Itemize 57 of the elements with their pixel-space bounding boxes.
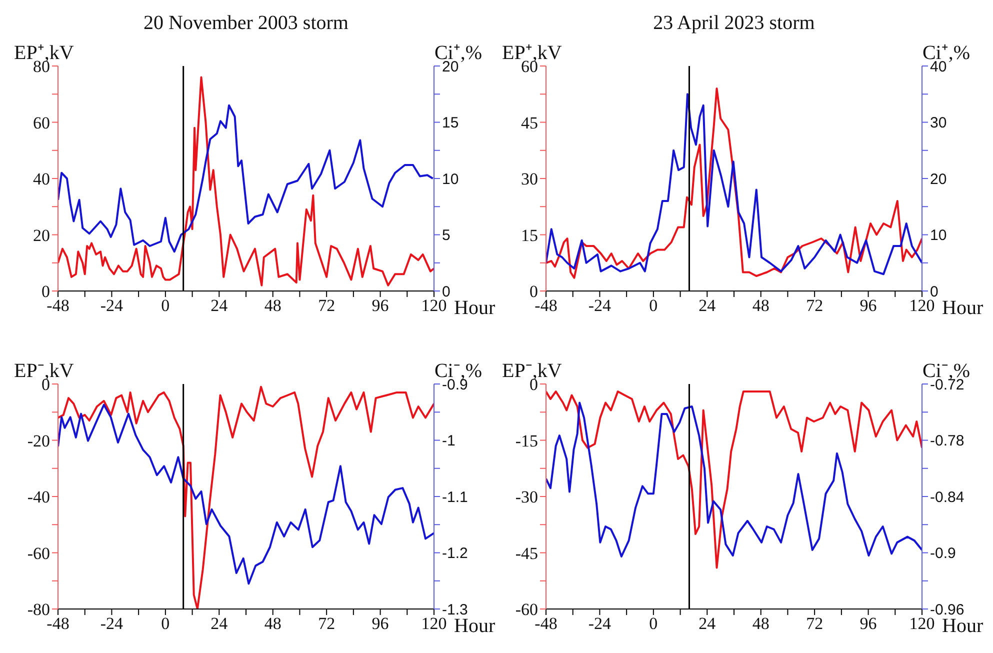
- x-tick-label: 24: [698, 296, 716, 316]
- x-tick-label: 48: [264, 296, 282, 316]
- y-tick-label: -60: [27, 544, 50, 563]
- x-tick-label: 0: [649, 614, 658, 634]
- y-tick-label: -15: [515, 431, 538, 450]
- x-tick-label: 24: [210, 296, 228, 316]
- y-tick-label: 30: [521, 170, 538, 189]
- x-tick-label: 96: [860, 296, 877, 316]
- y-tick-label: 60: [33, 113, 50, 132]
- y-tick-label: -45: [515, 544, 538, 563]
- y2-tick-label: -0.9: [930, 545, 956, 562]
- chart-title: 20 November 2003 storm: [142, 12, 350, 35]
- y2-tick-label: 20: [442, 58, 459, 76]
- x-axis-title: Hour: [942, 297, 984, 320]
- x-tick-label: -24: [100, 614, 124, 634]
- x-tick-label: 0: [161, 614, 170, 634]
- x-tick-label: 24: [210, 614, 228, 634]
- x-tick-label: 96: [860, 614, 877, 634]
- x-tick-label: -24: [588, 614, 612, 634]
- x-tick-label: 48: [752, 296, 770, 316]
- y2-tick-label: 20: [930, 170, 947, 188]
- x-tick-label: 0: [649, 296, 658, 316]
- x-tick-label: 96: [372, 296, 389, 316]
- line-series: [58, 404, 434, 585]
- line-series: [58, 76, 434, 286]
- x-tick-label: 96: [372, 614, 389, 634]
- x-tick-label: 72: [806, 614, 824, 634]
- y-tick-label: 40: [33, 170, 50, 189]
- x-tick-label: 72: [318, 614, 336, 634]
- x-axis-title: Hour: [454, 297, 496, 320]
- x-tick-label: 72: [806, 296, 824, 316]
- x-tick-label: 24: [698, 614, 716, 634]
- y-tick-label: 45: [521, 113, 538, 132]
- y2-tick-label: -1.1: [442, 488, 468, 506]
- y2-tick-label: 30: [930, 114, 947, 132]
- x-tick-label: 0: [161, 296, 170, 316]
- y-tick-label: 20: [33, 226, 50, 245]
- y2-tick-label: 10: [930, 227, 947, 244]
- x-tick-label: 48: [752, 614, 770, 634]
- y-tick-label: -20: [27, 431, 50, 450]
- x-tick-label: -24: [588, 296, 612, 316]
- y-tick-label: 15: [521, 226, 538, 245]
- chart-title: 23 April 2023 storm: [652, 12, 816, 35]
- line-series: [58, 104, 434, 253]
- y-tick-label: -40: [27, 488, 50, 507]
- y2-tick-label: -1.2: [442, 545, 468, 562]
- y2-tick-label: 15: [442, 114, 459, 132]
- y2-tick-label: -0.78: [930, 432, 964, 450]
- y2-tick-label: 40: [930, 58, 947, 76]
- y2-tick-label: 10: [442, 170, 459, 188]
- x-tick-label: 48: [264, 614, 282, 634]
- x-tick-label: 72: [318, 296, 336, 316]
- y2-tick-label: 5: [442, 227, 450, 244]
- y2-tick-label: -0.84: [930, 488, 964, 506]
- y2-tick-label: -1: [442, 432, 456, 450]
- x-tick-label: -24: [100, 296, 124, 316]
- y-tick-label: -30: [515, 488, 538, 507]
